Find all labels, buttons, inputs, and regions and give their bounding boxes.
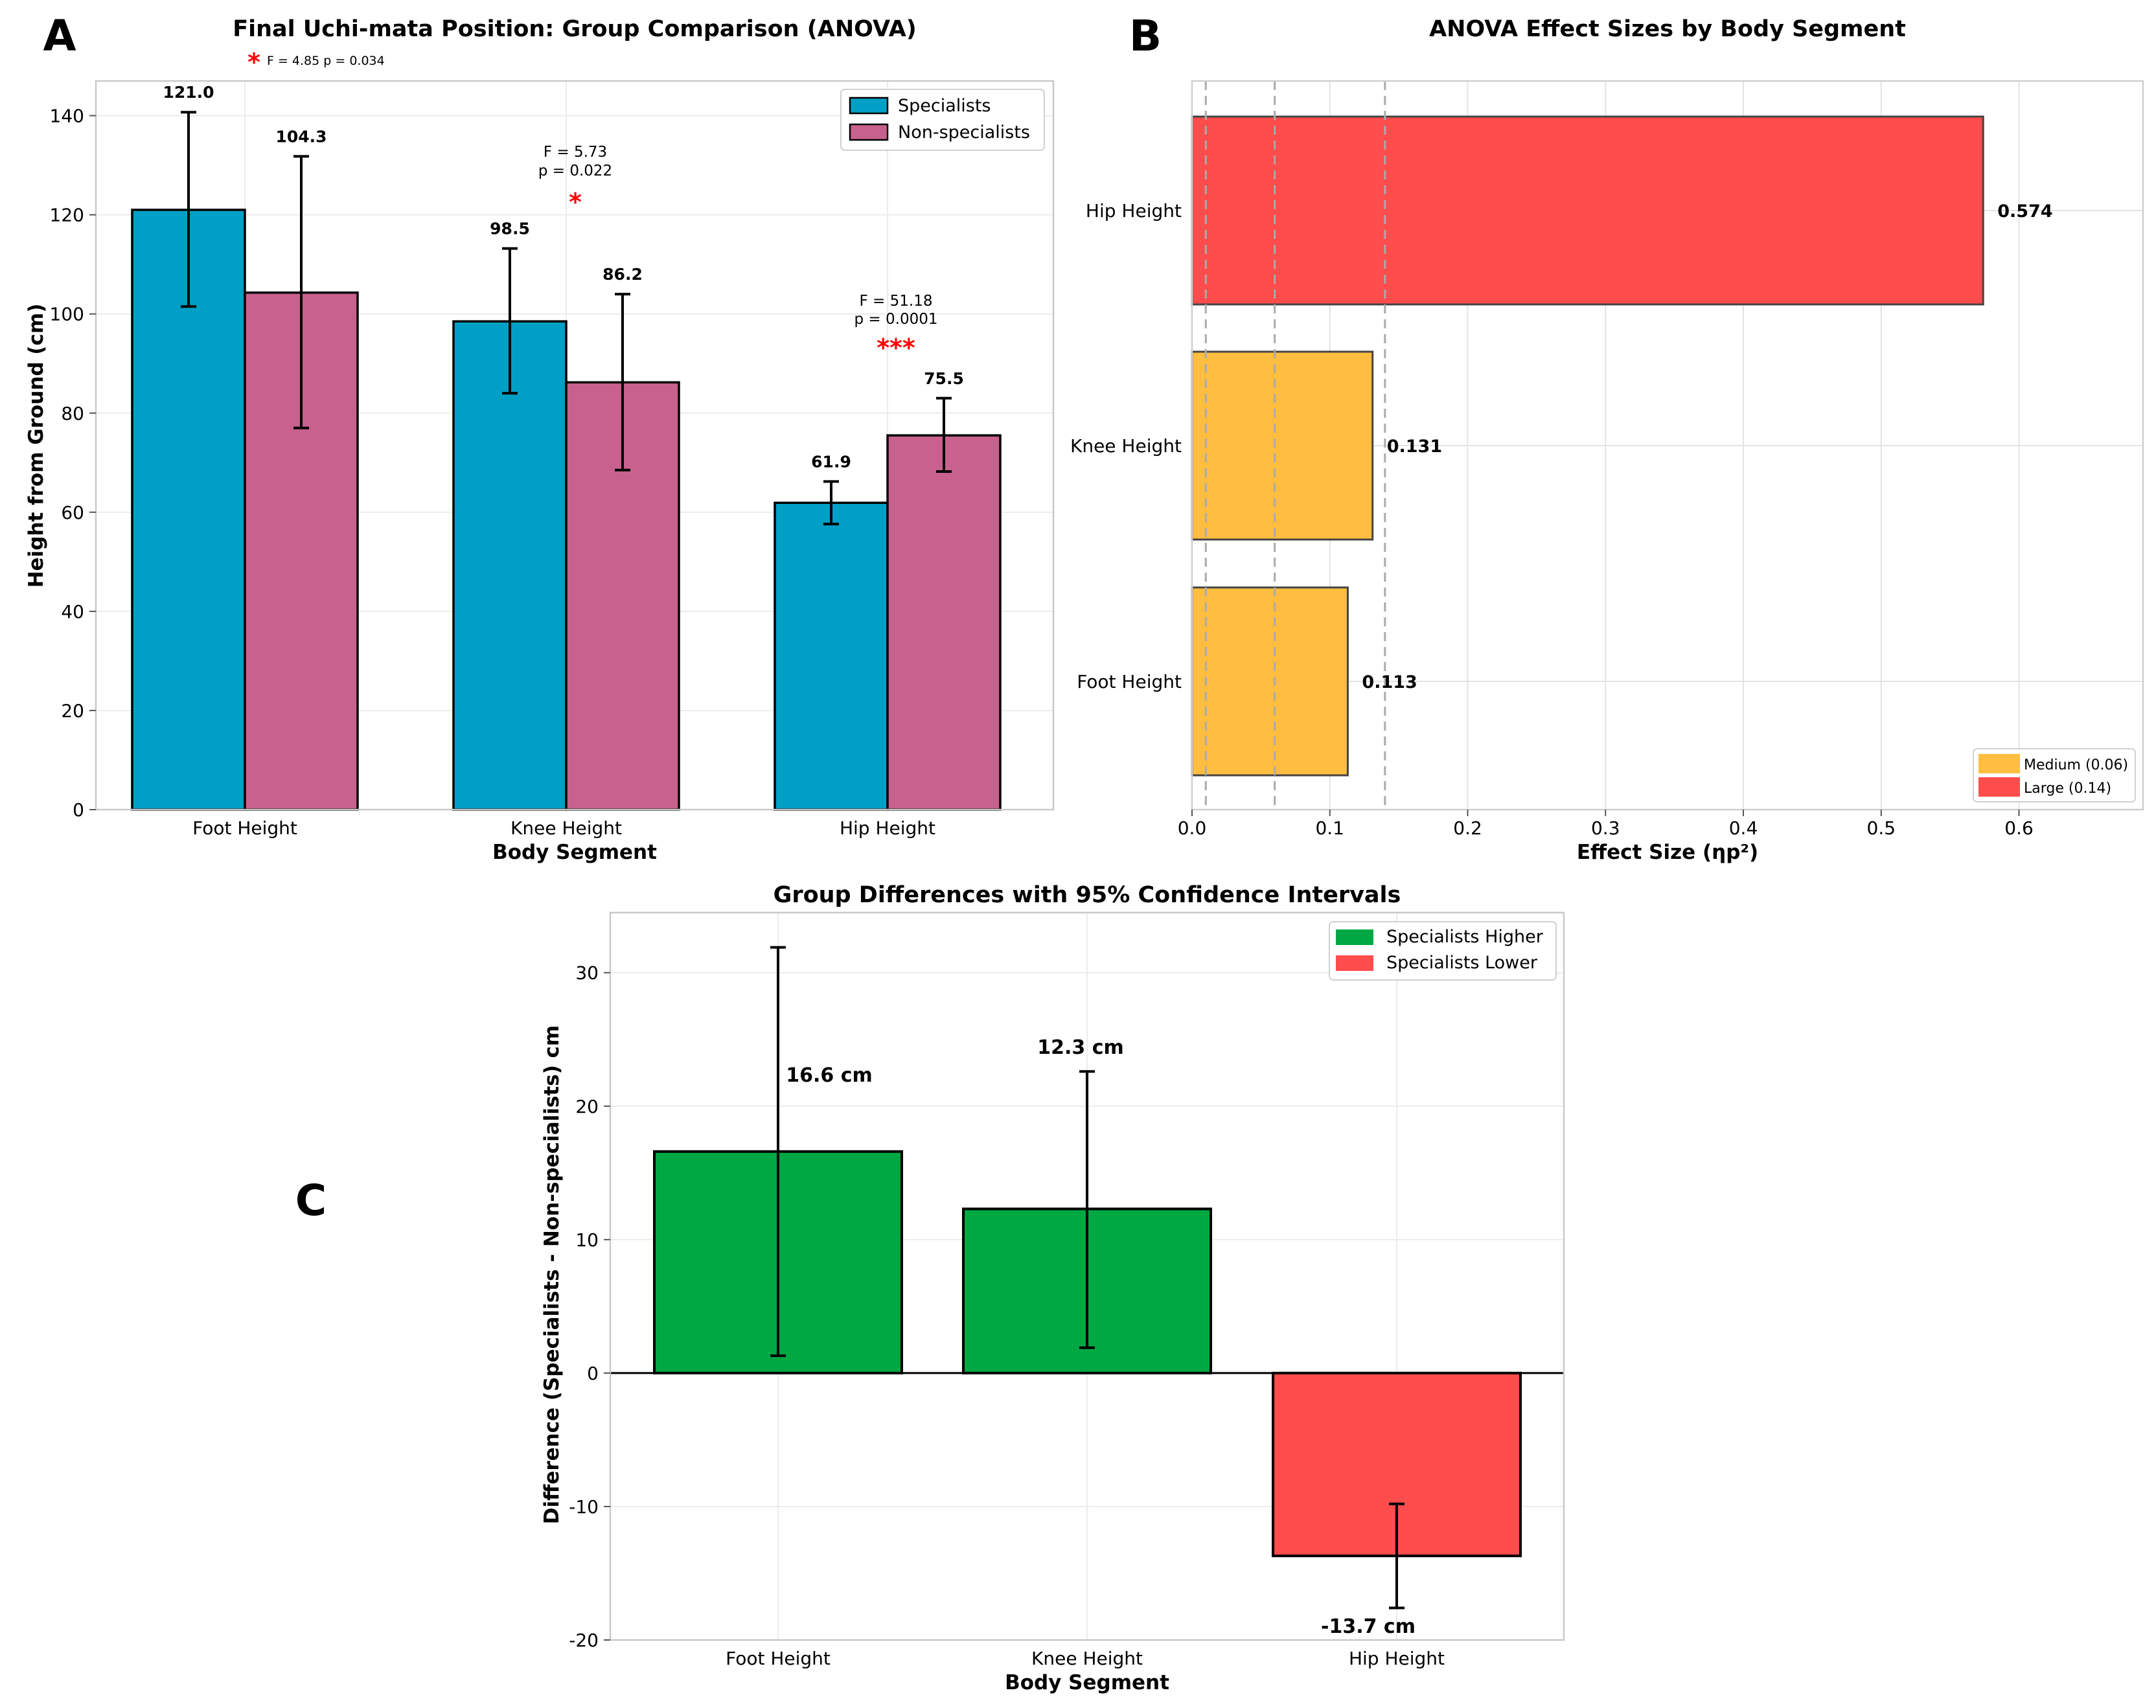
panel-a-value-label: 121.0 <box>163 83 214 102</box>
panel-b-x-axis-label: Effect Size (ηp²) <box>1577 841 1758 864</box>
panel-c-legend-label: Specialists Lower <box>1386 953 1538 973</box>
panel-c-legend-swatch-higher <box>1336 929 1373 945</box>
panel-c-y-axis-label: Difference (Specialists - Non-specialist… <box>540 1025 564 1525</box>
panel-a-significance-stars: *** <box>877 334 915 362</box>
panel-b-legend-swatch-medium <box>1978 754 2020 773</box>
panel-c-tick-label-x: Hip Height <box>1349 1648 1445 1669</box>
panel-a-error-bar <box>936 396 952 473</box>
panel-c-tick-label-y: -20 <box>569 1630 599 1651</box>
panel-c-frame <box>609 911 1565 1641</box>
panel-b-value-label: 0.113 <box>1362 672 1417 692</box>
panel-letter-a: A <box>43 11 76 61</box>
panel-a-value-label: 75.5 <box>924 369 964 388</box>
panel-b-tick-label-y: Knee Height <box>1070 435 1182 457</box>
panel-b-bar-foot-height <box>1191 586 1349 777</box>
panel-letter-c: C <box>295 1176 327 1225</box>
panel-a-bar-non-specialists <box>886 434 1002 811</box>
panel-c-tick-label-y: 20 <box>575 1096 599 1117</box>
panel-a-legend-label: Non-specialists <box>898 122 1030 142</box>
panel-b-legend-label: Large (0.14) <box>2024 780 2111 797</box>
panel-a-value-label: 61.9 <box>811 452 851 471</box>
panel-a-legend-label: Specialists <box>898 96 991 116</box>
panel-b-tick-label-x: 0.4 <box>1729 817 1758 839</box>
panel-a-error-bar <box>502 247 518 395</box>
panel-a-title: Final Uchi-mata Position: Group Comparis… <box>233 16 917 42</box>
panel-c-value-label: -13.7 cm <box>1321 1615 1416 1638</box>
panel-a-legend <box>840 89 1045 151</box>
panel-b-tick-label-x: 0.1 <box>1315 817 1344 839</box>
panel-c-legend-box <box>1329 921 1557 981</box>
panel-a-frame <box>95 80 1055 811</box>
panel-a-value-label: 98.5 <box>490 220 530 238</box>
panel-a-tick-label-x: Knee Height <box>510 817 622 839</box>
panel-a-value-label: 86.2 <box>602 265 643 284</box>
panel-a-tick-label-x: Hip Height <box>840 817 935 839</box>
panel-a-error-bar <box>293 155 309 429</box>
panel-a-tick-label-y: 60 <box>61 502 84 523</box>
panel-a-y-axis-label: Height from Ground (cm) <box>25 304 48 588</box>
panel-c-tick-label-y: 10 <box>575 1229 599 1251</box>
panel-b-tick-label-x: 0.0 <box>1178 817 1207 839</box>
panel-letter-b: B <box>1129 11 1162 61</box>
panel-a-error-bar <box>823 480 839 526</box>
panel-c-tick-label-y: -10 <box>569 1496 599 1518</box>
panel-a-legend-swatch-specialists <box>849 97 889 115</box>
panel-a-legend-box <box>840 89 1045 151</box>
panel-b-value-label: 0.131 <box>1387 437 1442 457</box>
panel-c-value-label: 12.3 cm <box>1037 1036 1124 1059</box>
panel-a-bar-specialists <box>452 320 568 811</box>
panel-b-bar-hip-height <box>1191 115 1984 306</box>
panel-c-ci-bar <box>1389 1502 1405 1610</box>
panel-c-value-label: 16.6 cm <box>786 1064 873 1087</box>
panel-a-tick-label-y: 140 <box>50 106 84 127</box>
panel-b-tick-label-x: 0.5 <box>1867 817 1896 839</box>
panel-a-annotation-p: p = 0.022 <box>538 163 612 179</box>
panel-a-value-label: 104.3 <box>275 127 327 146</box>
panel-b-legend-label: Medium (0.06) <box>2024 757 2128 773</box>
panel-a-tick-label-y: 120 <box>50 205 84 226</box>
panel-a-annotation-f: F = 5.73 <box>544 144 607 161</box>
panel-b-frame <box>1191 80 2144 811</box>
panel-a-significance-stars: * <box>247 48 260 76</box>
panel-a-legend-swatch-non-specialists <box>849 123 889 141</box>
panel-c-ci-bar <box>1079 1070 1095 1349</box>
panel-b-tick-label-x: 0.6 <box>2004 817 2034 839</box>
panel-a-tick-label-y: 80 <box>61 403 84 424</box>
panel-a-annotation-f: F = 51.18 <box>860 293 933 310</box>
panel-c-legend-swatch-lower <box>1336 955 1373 971</box>
panel-b-legend-swatch-large <box>1978 777 2020 797</box>
panel-c-legend <box>1329 921 1557 981</box>
panel-a-error-bar <box>181 111 196 308</box>
panel-a-significance-stars: * <box>569 188 582 216</box>
panel-c-title: Group Differences with 95% Confidence In… <box>774 882 1401 908</box>
panel-a-bar-specialists <box>131 209 246 811</box>
panel-a-tick-label-y: 100 <box>50 304 84 325</box>
panel-b-bar-knee-height <box>1191 350 1374 541</box>
panel-b-tick-label-x: 0.2 <box>1453 817 1482 839</box>
panel-b-tick-label-x: 0.3 <box>1591 817 1620 839</box>
panel-a-annotation-stats: F = 4.85 p = 0.034 <box>267 54 385 68</box>
panel-c-ci-bar <box>770 946 786 1358</box>
panel-b-title: ANOVA Effect Sizes by Body Segment <box>1429 16 1906 42</box>
panel-c-tick-label-x: Knee Height <box>1031 1648 1143 1669</box>
panel-c-legend-label: Specialists Higher <box>1386 927 1544 947</box>
panel-a-tick-label-x: Foot Height <box>192 817 297 839</box>
panel-b-legend <box>1973 748 2136 803</box>
panel-c-tick-label-y: 0 <box>587 1363 599 1384</box>
panel-a-tick-label-y: 20 <box>61 700 84 722</box>
panel-a-bar-specialists <box>774 501 889 811</box>
panel-c-tick-label-x: Foot Height <box>726 1648 831 1669</box>
panel-a-annotation-p: p = 0.0001 <box>854 311 938 328</box>
panel-c-x-axis-label: Body Segment <box>1005 1671 1169 1694</box>
panel-b-tick-label-y: Foot Height <box>1077 671 1182 692</box>
panel-a-tick-label-y: 40 <box>61 601 84 622</box>
panel-b-value-label: 0.574 <box>1997 201 2052 222</box>
panel-c-tick-label-y: 30 <box>575 962 599 984</box>
panel-a-x-axis-label: Body Segment <box>492 841 657 864</box>
panel-a-tick-label-y: 0 <box>73 799 84 821</box>
panel-a-error-bar <box>615 293 630 472</box>
panel-b-tick-label-y: Hip Height <box>1086 200 1182 222</box>
